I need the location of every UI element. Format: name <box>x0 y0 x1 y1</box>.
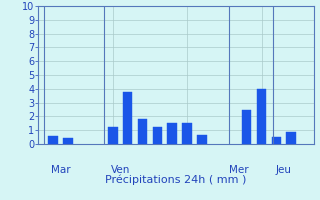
Bar <box>153 127 162 144</box>
Text: Mer: Mer <box>229 165 249 175</box>
Bar <box>48 136 58 144</box>
Bar <box>182 123 192 144</box>
Bar <box>138 119 148 144</box>
Text: Jeu: Jeu <box>276 165 292 175</box>
Bar <box>123 92 132 144</box>
Bar <box>272 137 281 144</box>
Bar <box>108 127 118 144</box>
Bar <box>197 135 207 144</box>
Bar <box>242 110 252 144</box>
Bar <box>167 123 177 144</box>
Text: Mar: Mar <box>51 165 70 175</box>
Text: Précipitations 24h ( mm ): Précipitations 24h ( mm ) <box>105 174 247 185</box>
Text: Ven: Ven <box>110 165 130 175</box>
Bar <box>63 138 73 144</box>
Bar <box>257 89 266 144</box>
Bar <box>286 132 296 144</box>
